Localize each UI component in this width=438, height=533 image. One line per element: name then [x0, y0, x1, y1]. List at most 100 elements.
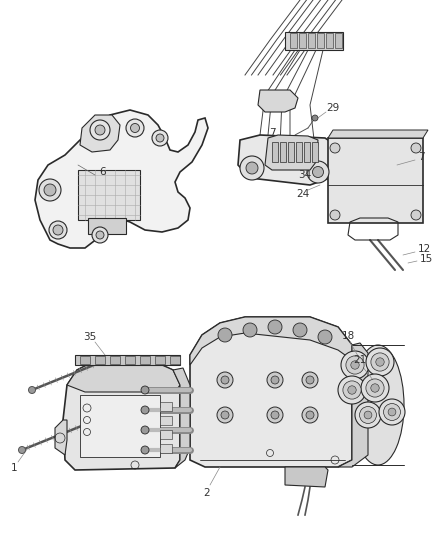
- Text: 6: 6: [100, 167, 106, 177]
- Bar: [80, 395, 160, 457]
- Circle shape: [306, 376, 314, 384]
- Circle shape: [141, 386, 149, 394]
- Ellipse shape: [352, 345, 404, 465]
- Polygon shape: [328, 130, 428, 138]
- Circle shape: [28, 386, 35, 393]
- Text: 1: 1: [11, 463, 18, 473]
- Text: 15: 15: [419, 254, 433, 264]
- Circle shape: [379, 399, 405, 425]
- Circle shape: [384, 403, 400, 421]
- Bar: [285, 32, 343, 50]
- Circle shape: [348, 386, 356, 394]
- Circle shape: [341, 351, 369, 379]
- Circle shape: [221, 411, 229, 419]
- Bar: [304, 142, 310, 162]
- Circle shape: [218, 328, 232, 342]
- Bar: [312, 142, 318, 162]
- Circle shape: [152, 130, 168, 146]
- Circle shape: [271, 411, 279, 419]
- Circle shape: [388, 408, 396, 416]
- Circle shape: [141, 406, 149, 414]
- Circle shape: [361, 374, 389, 402]
- Bar: [125, 356, 135, 364]
- Circle shape: [312, 166, 324, 177]
- Circle shape: [351, 361, 359, 369]
- Circle shape: [44, 184, 56, 196]
- Circle shape: [293, 323, 307, 337]
- Circle shape: [302, 372, 318, 388]
- Circle shape: [268, 320, 282, 334]
- Bar: [160, 416, 172, 425]
- Bar: [280, 142, 286, 162]
- Text: 34: 34: [298, 170, 311, 180]
- Polygon shape: [258, 90, 298, 112]
- Circle shape: [126, 119, 144, 137]
- Bar: [317, 33, 324, 48]
- Circle shape: [364, 411, 372, 419]
- Circle shape: [267, 407, 283, 423]
- Bar: [160, 402, 172, 411]
- Circle shape: [371, 353, 389, 371]
- Bar: [290, 33, 297, 48]
- Bar: [272, 142, 278, 162]
- Polygon shape: [80, 115, 120, 152]
- Bar: [335, 33, 342, 48]
- Polygon shape: [35, 110, 208, 248]
- Circle shape: [318, 330, 332, 344]
- Circle shape: [306, 411, 314, 419]
- Circle shape: [411, 143, 421, 153]
- Bar: [75, 355, 180, 365]
- Bar: [160, 444, 172, 453]
- Circle shape: [267, 372, 283, 388]
- Circle shape: [217, 407, 233, 423]
- Circle shape: [95, 125, 105, 135]
- Bar: [140, 356, 150, 364]
- Bar: [110, 356, 120, 364]
- Circle shape: [338, 376, 366, 404]
- Circle shape: [330, 143, 340, 153]
- Circle shape: [156, 134, 164, 142]
- Circle shape: [360, 407, 376, 423]
- Bar: [328, 138, 423, 223]
- Bar: [288, 142, 294, 162]
- Circle shape: [376, 358, 384, 366]
- Text: 18: 18: [341, 331, 355, 341]
- Bar: [88, 218, 126, 234]
- Circle shape: [271, 376, 279, 384]
- Bar: [170, 356, 180, 364]
- Circle shape: [18, 447, 25, 454]
- Circle shape: [49, 221, 67, 239]
- Polygon shape: [285, 467, 328, 487]
- Polygon shape: [190, 317, 352, 467]
- Circle shape: [343, 381, 361, 399]
- Circle shape: [141, 426, 149, 434]
- Polygon shape: [55, 420, 67, 455]
- Circle shape: [312, 115, 318, 121]
- Circle shape: [366, 348, 394, 376]
- Polygon shape: [173, 368, 190, 468]
- Circle shape: [411, 210, 421, 220]
- Circle shape: [243, 323, 257, 337]
- Circle shape: [131, 124, 139, 133]
- Circle shape: [90, 120, 110, 140]
- Bar: [80, 356, 90, 364]
- Circle shape: [92, 227, 108, 243]
- Polygon shape: [190, 317, 352, 365]
- Polygon shape: [338, 343, 368, 467]
- Text: 12: 12: [417, 244, 431, 254]
- Circle shape: [330, 210, 340, 220]
- Bar: [308, 33, 315, 48]
- Text: 21: 21: [353, 355, 367, 365]
- Circle shape: [240, 156, 264, 180]
- Bar: [95, 356, 105, 364]
- Polygon shape: [67, 362, 180, 392]
- Circle shape: [346, 356, 364, 374]
- Circle shape: [53, 225, 63, 235]
- Circle shape: [366, 379, 384, 397]
- Circle shape: [39, 179, 61, 201]
- Text: 29: 29: [326, 103, 339, 113]
- Text: 2: 2: [204, 488, 210, 498]
- Polygon shape: [78, 170, 140, 220]
- Bar: [299, 33, 306, 48]
- Circle shape: [355, 402, 381, 428]
